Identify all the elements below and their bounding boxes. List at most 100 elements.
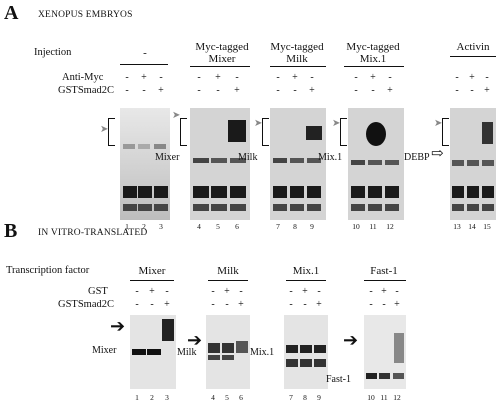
lane-number: 2 [142,222,146,231]
bracket-a2 [180,118,187,146]
gst-sign: - [211,286,215,297]
hollow-arrow-icon: ⇨ [431,146,444,162]
anti-myc-sign: - [455,72,459,83]
group-header-none: - [143,47,147,59]
anti-myc-sign: - [354,72,358,83]
gel-a-group2 [190,108,250,220]
anti-myc-sign: - [485,72,489,83]
gstsmad2c-sign: + [158,85,164,96]
side-label-fast1: Fast-1 [326,374,351,385]
anti-myc-sign: + [141,72,147,83]
gstsmad2c-sign: - [276,85,280,96]
gst-sign: + [149,286,155,297]
lane-number: 4 [197,222,201,231]
gst-sign: - [135,286,139,297]
lane-number: 12 [393,393,401,402]
gstsmad2c-sign: - [216,85,220,96]
lane-number: 1 [125,222,129,231]
gst-sign: - [239,286,243,297]
tf-header-fast1: Fast-1 [370,265,398,277]
lane-number: 6 [239,393,243,402]
tf-rule-milk [208,280,248,281]
lane-number: 5 [225,393,229,402]
gst-sign: + [224,286,230,297]
anti-myc-sign: - [388,72,392,83]
arrowhead-a3-icon: ➤ [254,118,263,129]
gel-a-group1 [120,108,170,220]
transcription-factor-row-label: Transcription factor [6,265,90,276]
gstsmad2c-sign: - [293,85,297,96]
gstsmad2c-sign: + [309,85,315,96]
lane-number: 2 [150,393,154,402]
anti-myc-sign: + [292,72,298,83]
side-label-milk-a: Milk [238,152,258,163]
gst-sign: - [369,286,373,297]
lane-number: 12 [386,222,394,231]
gstsmad2c-sign: - [303,299,307,310]
side-label-milk-b: Milk [177,347,197,358]
gst-sign: - [317,286,321,297]
group-rule-mix1 [344,66,404,67]
gst-row-label: GST [88,286,108,297]
gstsmad2c-sign: + [316,299,322,310]
group-rule-none [120,64,168,65]
lane-number: 1 [135,393,139,402]
gst-sign: - [289,286,293,297]
lane-number: 6 [235,222,239,231]
bracket-a3 [262,118,269,146]
injection-row-label: Injection [34,47,72,58]
lane-number: 7 [289,393,293,402]
side-label-debp: DEBP [404,152,430,163]
gstsmad2c-sign: - [289,299,293,310]
gst-sign: + [302,286,308,297]
gel-a-group3 [270,108,326,220]
tf-header-mixer: Mixer [138,265,166,277]
lane-number: 10 [367,393,375,402]
gstsmad2c-sign: - [135,299,139,310]
anti-myc-sign: + [469,72,475,83]
panel-b-title: IN VITRO-TRANSLATED [38,228,148,238]
group-header-mix1: Myc-tagged Mix.1 [346,41,400,65]
lane-number: 3 [165,393,169,402]
gstsmad2c-sign: - [125,85,129,96]
side-label-mix1-b: Mix.1 [250,347,275,358]
lane-number: 7 [276,222,280,231]
lane-number: 9 [317,393,321,402]
arrowhead-a4-icon: ➤ [332,118,341,129]
gstsmad2c-sign: - [197,85,201,96]
gel-b-milk [206,315,250,389]
gstsmad2c-row-label-b: GSTSmad2C [58,299,115,310]
gstsmad2c-sign: - [211,299,215,310]
anti-myc-row-label: Anti-Myc [62,72,104,83]
lane-number: 11 [369,222,377,231]
gstsmad2c-sign: - [470,85,474,96]
panel-a-letter: A [4,2,19,24]
gstsmad2c-sign: + [238,299,244,310]
arrowhead-a2-icon: ➤ [172,110,181,121]
gstsmad2c-sign: - [455,85,459,96]
lane-number: 3 [159,222,163,231]
bracket-a1 [108,118,115,146]
gst-sign: - [395,286,399,297]
group-header-mixer: Myc-tagged Mixer [195,41,249,65]
gstsmad2c-sign: - [225,299,229,310]
gstsmad2c-sign: + [387,85,393,96]
group-header-activin: Activin [456,41,490,53]
gstsmad2c-sign: - [142,85,146,96]
anti-myc-sign: - [276,72,280,83]
gstsmad2c-sign: - [369,299,373,310]
side-label-mixer-a: Mixer [155,152,180,163]
lane-number: 10 [352,222,360,231]
lane-number: 8 [303,393,307,402]
side-label-mix1-a: Mix.1 [318,152,343,163]
tf-rule-mix1 [286,280,326,281]
arrowhead-a1-icon: ➤ [100,124,109,135]
bracket-a5 [442,118,449,146]
group-header-milk: Myc-tagged Milk [270,41,324,65]
gel-b-mixer [130,315,176,389]
gstsmad2c-sign: - [382,299,386,310]
gstsmad2c-sign: + [484,85,490,96]
tf-header-mix1: Mix.1 [292,265,320,277]
anti-myc-sign: - [235,72,239,83]
anti-myc-sign: - [197,72,201,83]
